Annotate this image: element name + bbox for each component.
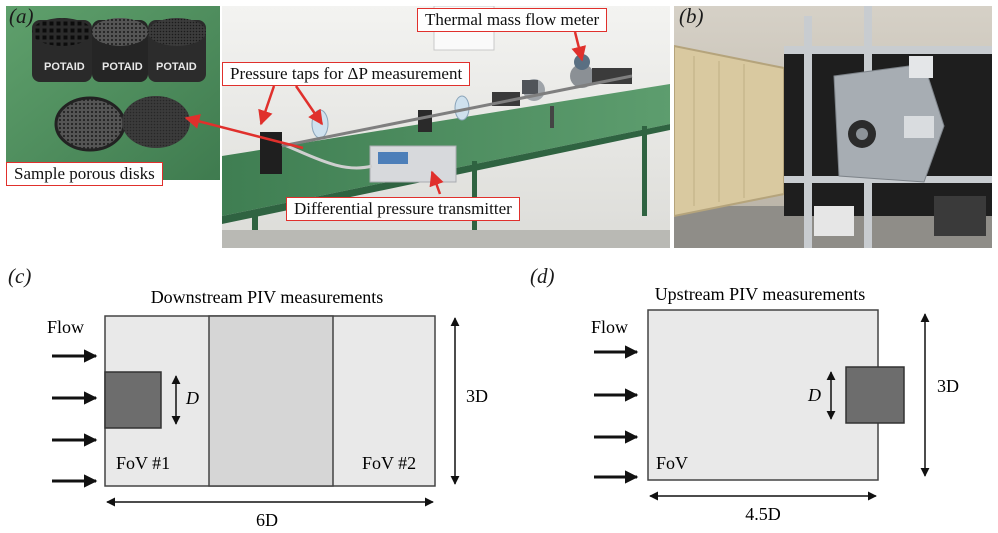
- cylinder-model: [845, 366, 905, 424]
- photo-porous-disks: POTAID POTAID POTAID: [6, 6, 220, 180]
- cylinder-size-label: D: [807, 385, 821, 405]
- fov-1-label: FoV #1: [116, 453, 170, 473]
- panel-label-a: (a): [9, 4, 34, 29]
- downstream-diagram: Downstream PIV measurements Flow D FoV #…: [47, 287, 488, 530]
- flow-label: Flow: [47, 317, 84, 337]
- wind-tunnel-illustration: [674, 6, 992, 248]
- fov-overlap-region: [208, 315, 334, 487]
- height-label: 3D: [466, 386, 488, 406]
- cylinder-model: [104, 371, 162, 429]
- panel-label-d: (d): [530, 264, 555, 289]
- fov-region: [647, 309, 879, 481]
- height-label: 3D: [937, 376, 959, 396]
- panel-d-label-text: (d): [530, 264, 555, 288]
- fov-2-label: FoV #2: [362, 453, 416, 473]
- panel-c-label-text: (c): [8, 264, 32, 288]
- disk-stamp: POTAID: [102, 61, 143, 73]
- upstream-title: Upstream PIV measurements: [655, 284, 866, 304]
- width-label: 4.5D: [745, 504, 781, 524]
- porous-disks-illustration: POTAID POTAID POTAID: [6, 6, 220, 180]
- callout-flow-meter: Thermal mass flow meter: [417, 8, 608, 32]
- panel-label-c: (c): [8, 264, 31, 289]
- upstream-diagram: Upstream PIV measurements Flow D FoV 3D …: [591, 284, 959, 524]
- callout-pressure-taps: Pressure taps for ΔP measurement: [222, 62, 471, 86]
- downstream-title: Downstream PIV measurements: [151, 287, 384, 307]
- callout-porous-disks: Sample porous disks: [6, 162, 163, 186]
- panel-b-label-text: (b): [679, 4, 704, 28]
- fov-label: FoV: [656, 453, 688, 473]
- disk-stamp: POTAID: [156, 61, 197, 73]
- panel-label-b: (b): [679, 4, 704, 29]
- width-label: 6D: [256, 510, 278, 530]
- flow-label: Flow: [591, 317, 628, 337]
- panel-a-label-text: (a): [9, 4, 34, 28]
- callout-transmitter: Differential pressure transmitter: [286, 197, 520, 221]
- photo-wind-tunnel: [674, 6, 992, 248]
- disk-stamp: POTAID: [44, 61, 85, 73]
- cylinder-size-label: D: [185, 388, 199, 408]
